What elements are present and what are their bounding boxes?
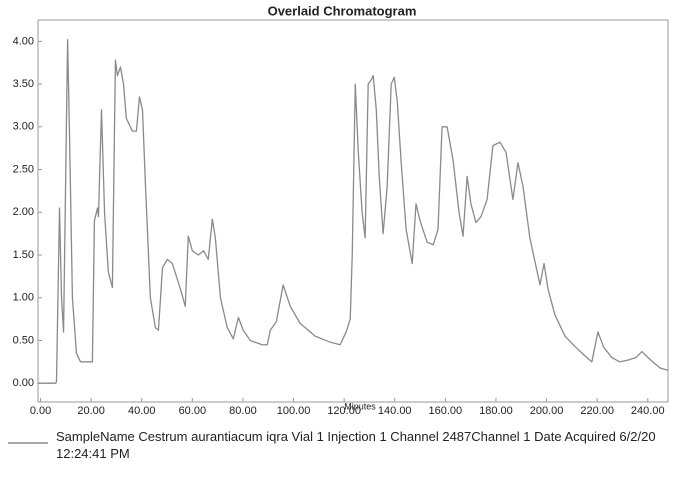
x-tick-label: 60.00 bbox=[179, 405, 207, 417]
line-series bbox=[38, 39, 669, 384]
x-tick-label: 20.00 bbox=[77, 405, 105, 417]
chart-title: Overlaid Chromatogram bbox=[268, 3, 417, 18]
x-tick-label: 40.00 bbox=[128, 405, 156, 417]
y-tick-label: 1.00 bbox=[13, 292, 34, 304]
y-tick-label: 4.00 bbox=[13, 35, 34, 47]
y-tick-label: 3.50 bbox=[13, 78, 34, 90]
x-tick-label: 200.00 bbox=[530, 405, 564, 417]
y-tick-label: 0.00 bbox=[13, 377, 34, 389]
x-tick-label: 240.00 bbox=[631, 405, 665, 417]
x-tick-label: 180.00 bbox=[479, 405, 513, 417]
x-axis-label: Minutes bbox=[344, 401, 376, 411]
x-tick-label: 160.00 bbox=[429, 405, 463, 417]
y-tick-label: 3.00 bbox=[13, 121, 34, 133]
y-tick-label: 2.50 bbox=[13, 163, 34, 175]
legend: SampleName Cestrum aurantiacum iqra Vial… bbox=[56, 429, 656, 461]
x-tick-label: 140.00 bbox=[378, 405, 412, 417]
x-tick-label: 120.00 bbox=[327, 405, 361, 417]
y-tick-label: 1.50 bbox=[13, 249, 34, 261]
x-tick-label: 80.00 bbox=[229, 405, 257, 417]
legend-entry: SampleName Cestrum aurantiacum iqra Vial… bbox=[56, 429, 656, 461]
x-tick-label: 220.00 bbox=[580, 405, 614, 417]
x-tick-label: 0.00 bbox=[30, 405, 51, 417]
x-tick-label: 100.00 bbox=[277, 405, 311, 417]
y-tick-label: 0.50 bbox=[13, 334, 34, 346]
y-tick-label: 2.00 bbox=[13, 206, 34, 218]
plot-frame bbox=[37, 19, 669, 403]
